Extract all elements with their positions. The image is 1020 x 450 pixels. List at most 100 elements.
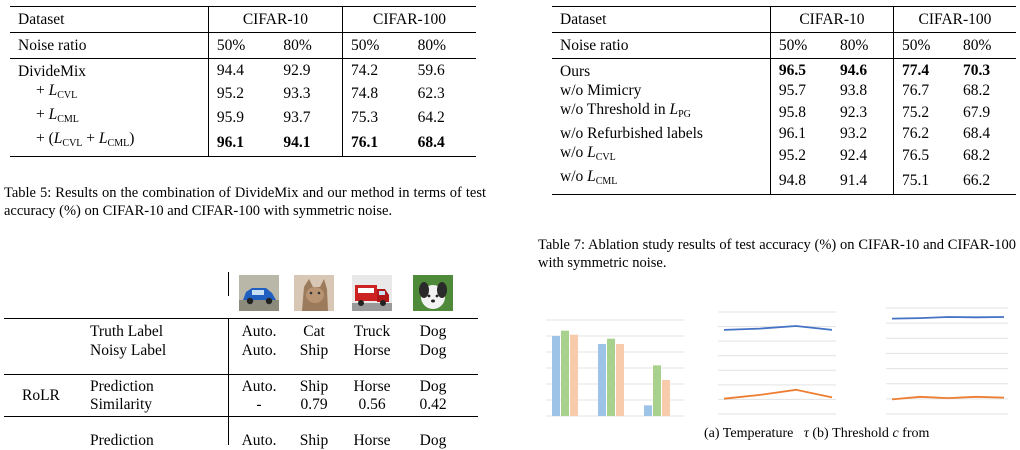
noise-ratio-label: Noise ratio bbox=[560, 37, 629, 54]
loss-subscript: CVL bbox=[62, 138, 83, 149]
cell: 92.3 bbox=[839, 103, 868, 121]
cat-image bbox=[294, 275, 334, 311]
similarity-heading: Similarity bbox=[90, 396, 152, 413]
prediction-value: Auto. bbox=[241, 378, 277, 395]
series-line bbox=[891, 395, 1005, 401]
bar bbox=[552, 336, 560, 416]
header-cifar100: CIFAR-100 bbox=[341, 6, 476, 33]
label-suffix: ) bbox=[129, 130, 135, 147]
series-line bbox=[723, 325, 833, 331]
truth-label-heading: Truth Label bbox=[90, 323, 164, 340]
cell: 75.1 bbox=[892, 167, 956, 195]
table-row: + LCVL 95.2 93.3 74.8 62.3 bbox=[10, 81, 476, 105]
similarity-value: 0.42 bbox=[419, 396, 447, 413]
noise-ratio-value: 80% bbox=[963, 37, 992, 54]
noise-ratio-value: 50% bbox=[769, 32, 832, 59]
table-row: + (LCVL + LCML) 96.1 94.1 76.1 68.4 bbox=[10, 129, 476, 157]
table-row: w/o LCVL 95.2 92.4 76.5 68.2 bbox=[552, 143, 1016, 167]
table-rule bbox=[4, 416, 478, 417]
truth-label-value: Truck bbox=[353, 323, 391, 340]
table-rule bbox=[4, 318, 478, 319]
cell: 95.2 bbox=[769, 143, 832, 167]
label-text: w/o Threshold in bbox=[560, 101, 670, 118]
cell: 93.7 bbox=[283, 108, 311, 126]
row-label: DivideMix bbox=[18, 63, 87, 80]
loss-symbol: L bbox=[587, 144, 596, 161]
table-row: w/o LCML 94.8 91.4 75.1 66.2 bbox=[552, 167, 1016, 195]
loss-subscript: CVL bbox=[57, 90, 78, 101]
table-row: Ours 96.5 94.6 77.4 70.3 bbox=[552, 58, 1016, 81]
caption-b: (b) Threshold bbox=[812, 426, 889, 441]
table-row: w/o Refurbished labels 96.1 93.2 76.2 68… bbox=[552, 124, 1016, 143]
caption-c: from bbox=[902, 426, 930, 441]
cell: 94.8 bbox=[769, 167, 832, 195]
cell: 74.8 bbox=[341, 81, 410, 105]
prediction-heading: Prediction bbox=[90, 432, 154, 449]
row-label: + (LCVL + LCML) bbox=[10, 129, 208, 157]
cell: 95.9 bbox=[207, 105, 276, 129]
line-chart bbox=[886, 307, 1008, 415]
table-row: w/o Mimicry 95.7 93.8 76.7 68.2 bbox=[552, 81, 1016, 100]
loss-subscript: CML bbox=[107, 138, 130, 149]
cell: 92.4 bbox=[839, 146, 868, 164]
similarity-value: - bbox=[256, 396, 262, 413]
method-rolr: RoLR bbox=[22, 387, 60, 404]
noise-ratio-value: 50% bbox=[207, 32, 276, 59]
cell: 62.3 bbox=[417, 84, 445, 102]
cell: 68.2 bbox=[963, 146, 991, 164]
table-5: Dataset CIFAR-10 CIFAR-100 Noise ratio 5… bbox=[10, 6, 476, 157]
cell: 93.2 bbox=[839, 125, 868, 142]
noisy-label-value: Dog bbox=[419, 342, 447, 359]
noisy-label-value: Horse bbox=[353, 342, 391, 359]
line-chart bbox=[718, 311, 836, 415]
loss-subscript: CML bbox=[595, 176, 618, 187]
figure-caption: (a) Temperature τ (b) Threshold c from bbox=[704, 425, 929, 443]
noise-ratio-value: 80% bbox=[417, 37, 447, 54]
column-divider bbox=[228, 272, 229, 296]
table-row: + LCML 95.9 93.7 75.3 64.2 bbox=[10, 105, 476, 129]
caption-tau: τ bbox=[803, 426, 809, 441]
bar bbox=[598, 344, 606, 416]
noise-ratio-value: 80% bbox=[839, 37, 869, 54]
caption-a: (a) Temperature bbox=[704, 426, 794, 441]
dog-image bbox=[413, 275, 453, 311]
cell: 76.1 bbox=[341, 129, 410, 157]
noise-ratio-value: 50% bbox=[892, 32, 956, 59]
row-label: + LCML bbox=[10, 105, 208, 129]
cell: 68.4 bbox=[963, 125, 991, 142]
cell: 94.1 bbox=[283, 134, 311, 151]
label-prefix: + ( bbox=[36, 130, 54, 147]
noise-ratio-row: Noise ratio 50% 80% 50% 80% bbox=[10, 32, 476, 59]
series-line bbox=[891, 316, 1005, 320]
table-row: w/o Threshold in LPG 95.8 92.3 75.2 67.9 bbox=[552, 100, 1016, 124]
table-header-row: Dataset CIFAR-10 CIFAR-100 bbox=[552, 6, 1016, 33]
noise-ratio-value: 80% bbox=[283, 37, 312, 54]
label-text: w/o bbox=[560, 144, 588, 161]
header-cifar10: CIFAR-10 bbox=[769, 6, 894, 33]
header-dataset: Dataset bbox=[560, 11, 607, 28]
table-7: Dataset CIFAR-10 CIFAR-100 Noise ratio 5… bbox=[552, 6, 1016, 195]
loss-symbol: L bbox=[48, 106, 58, 123]
truth-label-value: Dog bbox=[419, 323, 447, 340]
label-plus: + bbox=[82, 130, 99, 147]
row-label: w/o LCVL bbox=[552, 143, 770, 167]
noisy-label-value: Ship bbox=[299, 342, 329, 359]
noise-ratio-row: Noise ratio 50% 80% 50% 80% bbox=[552, 32, 1016, 59]
noisy-label-value: Auto. bbox=[241, 342, 277, 359]
prediction-heading: Prediction bbox=[90, 378, 154, 395]
cell: 96.1 bbox=[769, 124, 832, 143]
prediction-value: Horse bbox=[353, 432, 391, 449]
row-label: w/o Refurbished labels bbox=[560, 125, 703, 142]
cell: 74.2 bbox=[341, 58, 410, 81]
label-prefix: + bbox=[36, 82, 49, 99]
cell: 67.9 bbox=[963, 103, 991, 121]
loss-symbol: L bbox=[48, 82, 58, 99]
cell: 92.9 bbox=[283, 61, 311, 79]
cell: 91.4 bbox=[839, 172, 868, 189]
cell: 93.8 bbox=[839, 82, 868, 99]
cell: 66.2 bbox=[963, 172, 991, 189]
loss-subscript: CML bbox=[57, 114, 79, 125]
loss-subscript: CVL bbox=[595, 152, 616, 163]
series-line bbox=[723, 388, 833, 400]
column-divider bbox=[228, 318, 229, 445]
